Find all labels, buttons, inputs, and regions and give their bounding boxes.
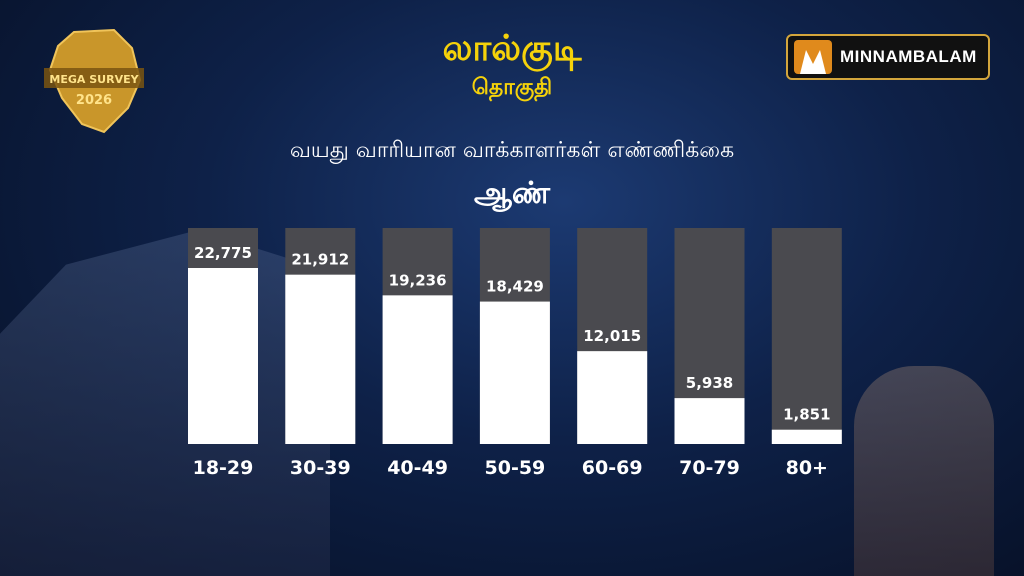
constituency-subtitle: தொகுதி xyxy=(471,75,553,100)
badge-title: MEGA SURVEY xyxy=(49,73,139,86)
brand-name: MINNAMBALAM xyxy=(840,47,977,66)
category-label: 80+ xyxy=(786,457,828,479)
bar-value-label: 18,429 xyxy=(486,278,544,296)
mega-survey-badge: MEGA SURVEY 2026 xyxy=(44,28,144,136)
category-label: 18-29 xyxy=(193,457,254,479)
gender-label: ஆண் xyxy=(473,176,551,211)
category-label: 70-79 xyxy=(679,457,740,479)
bar-18-29 xyxy=(188,268,258,444)
bar-60-69 xyxy=(577,351,648,444)
bar-value-label: 12,015 xyxy=(583,327,641,345)
bar-50-59 xyxy=(479,301,550,444)
bar-30-39 xyxy=(285,274,356,444)
category-label: 40-49 xyxy=(387,457,448,479)
category-label: 30-39 xyxy=(290,457,351,479)
bar-value-label: 5,938 xyxy=(686,374,733,392)
constituency-title: லால்குடி xyxy=(442,28,582,69)
background-hand xyxy=(854,366,994,576)
badge-year: 2026 xyxy=(76,93,112,108)
bar-70-79 xyxy=(674,398,745,444)
category-label: 50-59 xyxy=(485,457,546,479)
bar-value-label: 1,851 xyxy=(783,406,830,424)
chart-subtitle: வயது வாரியான வாக்காளர்கள் எண்ணிக்கை xyxy=(289,138,735,163)
bar-value-label: 22,775 xyxy=(194,244,252,262)
bar-track-80+ xyxy=(771,228,842,444)
bar-40-49 xyxy=(382,295,453,444)
background-building xyxy=(0,230,330,576)
minnambalam-logo: MINNAMBALAM xyxy=(786,34,990,80)
bar-80+ xyxy=(771,429,842,444)
bar-value-label: 21,912 xyxy=(291,251,349,269)
logo-icon xyxy=(794,40,832,74)
bar-value-label: 19,236 xyxy=(389,271,447,289)
category-label: 60-69 xyxy=(582,457,643,479)
